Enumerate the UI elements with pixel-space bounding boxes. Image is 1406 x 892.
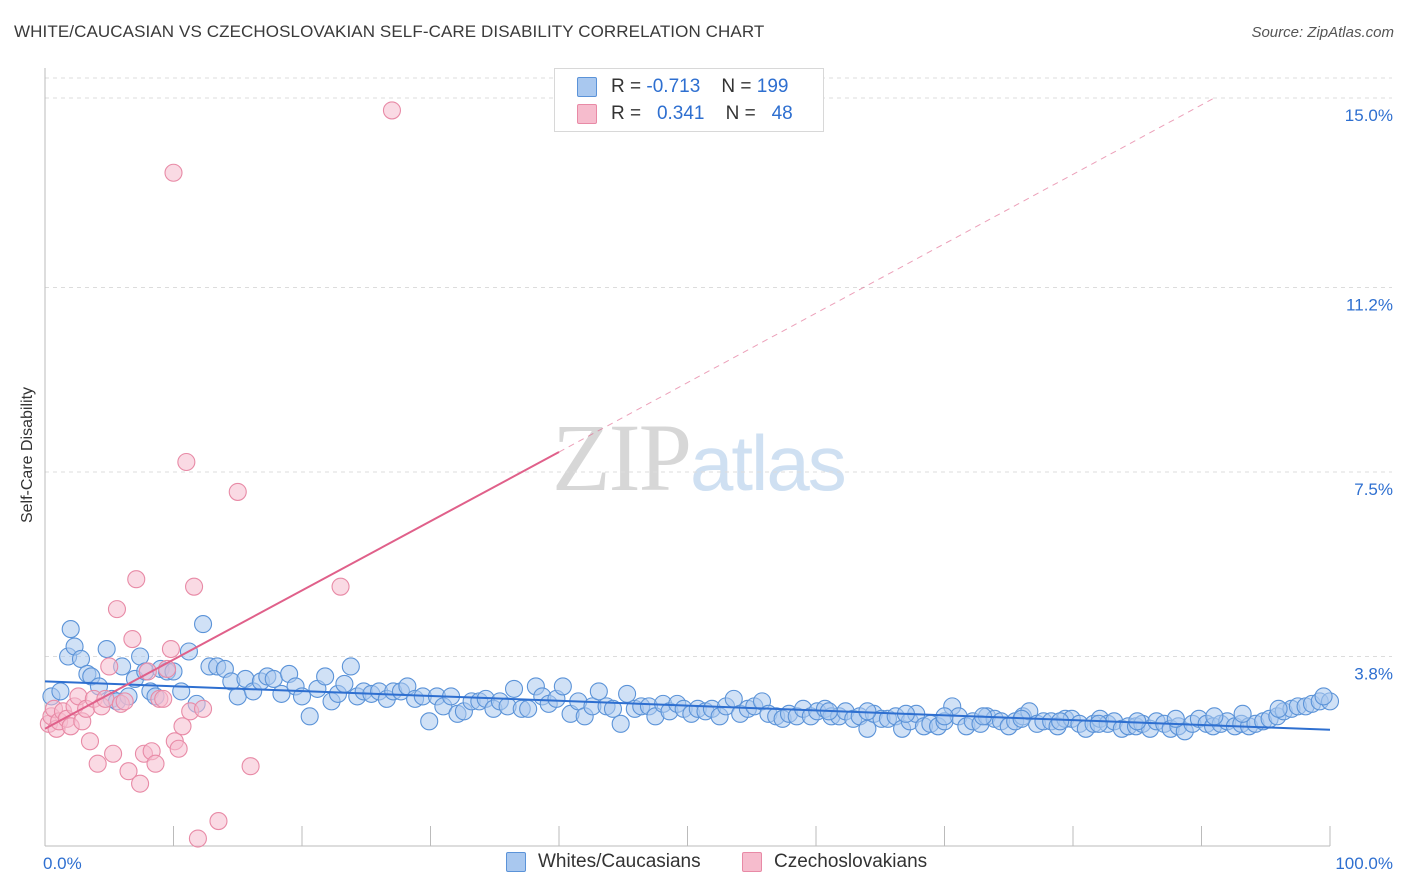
tick-label-layer: 3.8% 7.5% 11.2% 15.0% 0.0% 100.0% <box>43 106 1393 873</box>
legend-n-label: N = <box>725 103 756 124</box>
bottom-legend-label: Whites/Caucasians <box>538 851 701 872</box>
white-caucasian-point <box>618 684 637 703</box>
white-caucasian-point <box>71 649 91 669</box>
white-caucasian-point <box>228 687 247 706</box>
legend-n-label: N = <box>721 76 752 97</box>
legend-swatch-blue <box>577 77 597 97</box>
czechoslovakian-point <box>146 754 165 773</box>
czechoslovakian-point <box>228 482 247 501</box>
legend-row-whites: R = -0.713 N = 199 <box>577 75 788 99</box>
white-caucasian-point <box>420 712 439 731</box>
czechoslovakian-point <box>115 692 134 711</box>
legend-swatch-pink <box>742 852 762 872</box>
points-layer <box>39 101 1340 848</box>
czechoslovakian-trend-line <box>44 451 560 730</box>
white-caucasian-point <box>519 699 538 718</box>
legend-r-label: R = <box>611 76 642 97</box>
czechoslovakian-point <box>209 812 228 831</box>
white-caucasian-point <box>1051 712 1070 731</box>
czechoslovakian-point <box>185 577 204 596</box>
white-caucasian-point <box>300 707 319 726</box>
white-caucasian-point <box>61 620 80 639</box>
bottom-legend-label: Czechoslovakians <box>774 851 928 872</box>
czechoslovakian-point <box>154 689 173 708</box>
grid-layer <box>45 77 1392 657</box>
white-caucasian-point <box>194 615 213 634</box>
white-caucasian-point <box>97 639 116 659</box>
white-caucasian-point <box>1205 707 1224 726</box>
white-caucasian-point <box>1089 714 1108 733</box>
white-caucasian-trend-line <box>44 680 1331 731</box>
czechoslovakian-point <box>88 754 107 773</box>
czechoslovakian-point <box>131 774 150 793</box>
legend-swatch-blue <box>506 852 526 872</box>
czechoslovakian-point <box>107 600 127 619</box>
chart-title: WHITE/CAUCASIAN VS CZECHOSLOVAKIAN SELF-… <box>14 22 765 41</box>
czechoslovakian-trend-extension <box>558 97 1215 453</box>
white-caucasian-point <box>335 674 354 693</box>
legend-n-value: 199 <box>756 76 789 97</box>
czechoslovakian-point <box>164 163 183 182</box>
legend-r-label: R = <box>611 103 642 124</box>
czechoslovakian-point <box>331 577 350 596</box>
chart-source: Source: ZipAtlas.com <box>1251 24 1394 41</box>
y-tick-label: 3.8% <box>1354 664 1393 683</box>
czechoslovakian-point <box>188 829 207 848</box>
czechoslovakian-point <box>80 732 100 751</box>
white-caucasian-point <box>1233 704 1252 723</box>
czechoslovakian-point <box>161 639 180 659</box>
czechoslovakian-point <box>177 452 196 472</box>
trend-layer <box>44 97 1331 731</box>
white-caucasian-point <box>316 667 335 686</box>
y-tick-label: 7.5% <box>1354 480 1393 499</box>
white-caucasian-point <box>1314 687 1333 706</box>
white-caucasian-point <box>603 699 623 718</box>
czechoslovakian-point <box>194 699 213 718</box>
bottom-legend-czechoslovakians: Czechoslovakians <box>742 851 927 873</box>
legend-r-value: 0.341 <box>656 103 705 124</box>
x-tick-label-max: 100.0% <box>1335 854 1393 873</box>
czechoslovakian-point <box>100 657 119 676</box>
legend-row-czechoslovakians: R = 0.341 N = 48 <box>577 102 793 126</box>
white-caucasian-point <box>589 682 608 701</box>
white-caucasian-point <box>341 657 360 676</box>
legend-swatch-pink <box>577 104 597 124</box>
white-caucasian-point <box>504 679 524 698</box>
czechoslovakian-point <box>127 570 146 589</box>
watermark: ZIPatlas <box>552 402 847 513</box>
y-tick-label: 11.2% <box>1346 295 1393 314</box>
white-caucasian-point <box>51 682 70 701</box>
czechoslovakian-point <box>123 629 142 649</box>
white-caucasian-point <box>264 669 283 688</box>
czechoslovakian-point <box>173 717 192 736</box>
bottom-legend-whites: Whites/Caucasians <box>506 851 701 873</box>
white-caucasian-point <box>1269 699 1288 718</box>
y-axis-label: Self-Care Disability <box>19 386 36 524</box>
czechoslovakian-point <box>119 762 138 781</box>
czechoslovakian-point <box>382 101 402 120</box>
watermark-atlas: atlas <box>690 419 847 507</box>
correlation-legend: R = -0.713 N = 199 R = 0.341 N = 48 <box>554 68 824 132</box>
czechoslovakian-point <box>169 739 188 758</box>
x-tick-label-min: 0.0% <box>43 854 82 873</box>
y-tick-label: 15.0% <box>1345 106 1393 125</box>
white-caucasian-point <box>553 677 572 696</box>
legend-r-value: -0.713 <box>646 76 701 97</box>
czechoslovakian-point <box>241 757 260 776</box>
czechoslovakian-point <box>104 744 123 763</box>
white-caucasian-point <box>611 714 630 733</box>
watermark-zip: ZIP <box>552 404 692 511</box>
legend-n-value: 48 <box>771 103 793 124</box>
